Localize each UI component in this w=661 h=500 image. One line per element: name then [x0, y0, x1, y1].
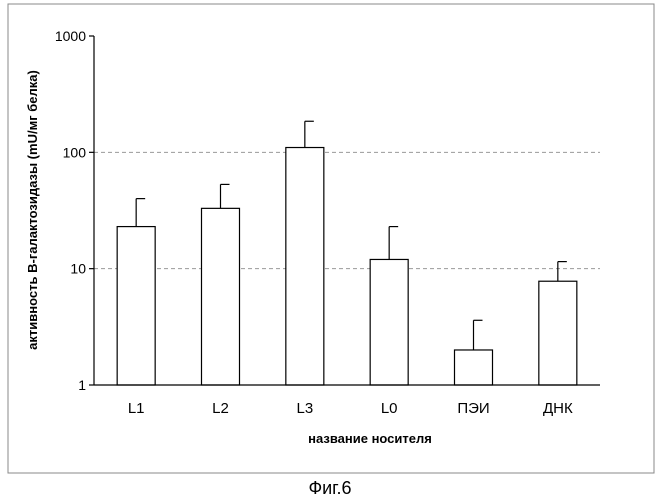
x-category-labels: L1 L2 L3 L0 ПЭИ ДНК	[128, 400, 573, 417]
bar-5	[539, 281, 577, 385]
error-bar-4	[474, 320, 483, 350]
error-bar-5	[558, 262, 567, 282]
x-category-label-4: ПЭИ	[457, 400, 489, 417]
chart-canvas: 1 10 100 1000 L1 L2 L3 L0 ПЭИ ДНК активность В-г…	[0, 0, 661, 500]
bar-1	[202, 208, 240, 385]
error-bar-1	[221, 184, 230, 208]
bar-4	[455, 350, 493, 385]
error-bar-2	[305, 121, 314, 147]
error-bar-0	[136, 199, 145, 227]
y-tick-label-100: 100	[63, 144, 87, 160]
x-axis-title: название носителя	[308, 431, 432, 446]
error-bars-layer	[136, 121, 567, 350]
grid-layer	[94, 152, 600, 268]
y-tick-labels: 1 10 100 1000	[55, 28, 86, 393]
error-bar-3	[389, 227, 398, 260]
x-category-label-0: L1	[128, 400, 145, 417]
figure-caption: Фиг.6	[308, 478, 351, 498]
y-tick-label-10: 10	[70, 261, 86, 277]
x-category-label-2: L3	[296, 400, 313, 417]
bars-layer	[117, 148, 577, 385]
x-category-label-3: L0	[381, 400, 398, 417]
y-tick-label-1: 1	[78, 377, 86, 393]
y-axis-title: активность В-галактозидазы (mU/мг белка)	[25, 70, 40, 350]
bar-2	[286, 148, 324, 385]
bar-0	[117, 227, 155, 385]
axis-layer	[89, 36, 600, 385]
y-tick-label-1000: 1000	[55, 28, 86, 44]
bar-3	[370, 259, 408, 385]
x-category-label-1: L2	[212, 400, 229, 417]
x-category-label-5: ДНК	[543, 400, 573, 417]
